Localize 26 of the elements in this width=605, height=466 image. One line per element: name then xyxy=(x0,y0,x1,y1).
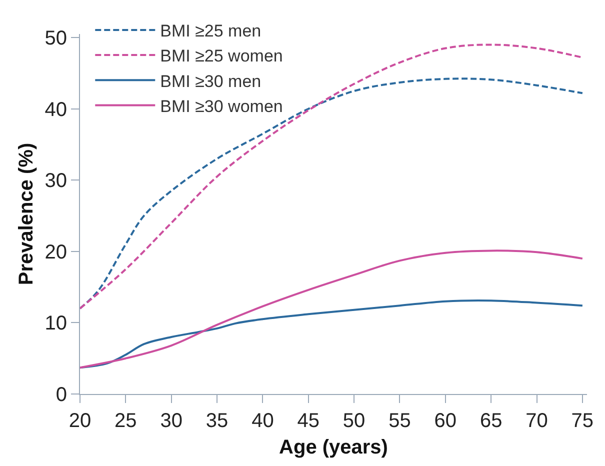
x-tick-label: 20 xyxy=(68,410,92,432)
line-series xyxy=(80,250,584,369)
x-tick-label: 40 xyxy=(252,410,274,432)
y-tick-label: 20 xyxy=(44,241,67,264)
y-tick-label: 50 xyxy=(44,28,67,50)
x-tick-label: 65 xyxy=(480,410,502,432)
x-tick-label: 60 xyxy=(434,410,457,432)
x-tick-label: 25 xyxy=(114,410,137,432)
x-tick-label: 55 xyxy=(388,410,411,432)
x-axis-title: Age (years) xyxy=(279,436,388,458)
x-tick-label: 45 xyxy=(297,410,320,432)
legend-label: BMI ≥30 women xyxy=(160,96,283,116)
legend-label: BMI ≥25 women xyxy=(160,46,283,66)
x-tick-label: 50 xyxy=(342,410,366,432)
x-tick-label: 70 xyxy=(526,410,548,432)
y-tick-label: 40 xyxy=(44,98,67,121)
y-tick-label: 30 xyxy=(44,170,67,192)
x-tick-label: 30 xyxy=(160,410,182,432)
legend-label: BMI ≥30 men xyxy=(160,72,262,91)
y-tick-label: 0 xyxy=(56,384,67,406)
y-tick-label: 10 xyxy=(44,312,67,335)
legend-label: BMI ≥25 men xyxy=(160,22,262,41)
x-tick-label: 75 xyxy=(571,410,594,432)
y-axis-title: Prevalence (%) xyxy=(15,142,38,286)
line-series xyxy=(80,300,584,369)
x-tick-label: 35 xyxy=(206,410,228,432)
